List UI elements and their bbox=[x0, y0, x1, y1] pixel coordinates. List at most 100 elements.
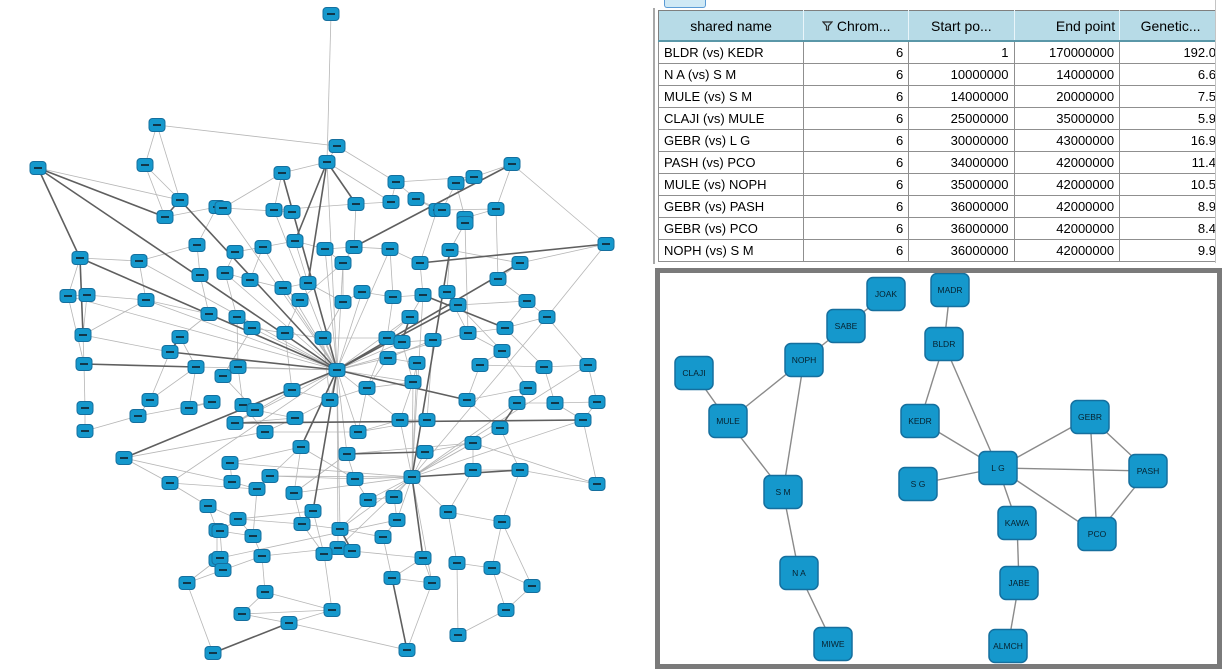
column-header-genetic-[interactable]: Genetic... bbox=[1119, 10, 1222, 42]
subnetwork-edge[interactable] bbox=[782, 359, 805, 493]
table-row[interactable]: GEBR (vs) PCO 6 36000000 42000000 8.4 bbox=[657, 217, 1222, 240]
network-node[interactable] bbox=[75, 357, 93, 371]
subnetwork-edge[interactable] bbox=[997, 467, 1149, 472]
table-cell[interactable]: PASH (vs) PCO bbox=[657, 151, 805, 174]
table-row[interactable]: NOPH (vs) S M 6 36000000 42000000 9.9 bbox=[657, 239, 1222, 262]
network-node[interactable] bbox=[449, 628, 467, 642]
network-node[interactable] bbox=[519, 381, 537, 395]
network-node[interactable] bbox=[214, 201, 232, 215]
table-cell[interactable]: 36000000 bbox=[908, 239, 1015, 262]
table-cell[interactable]: 43000000 bbox=[1013, 129, 1121, 152]
network-node[interactable] bbox=[458, 393, 476, 407]
network-node[interactable] bbox=[323, 603, 341, 617]
table-cell[interactable]: 6 bbox=[803, 85, 910, 108]
network-node[interactable] bbox=[130, 254, 148, 268]
network-node[interactable] bbox=[588, 395, 606, 409]
table-row[interactable]: BLDR (vs) KEDR 6 1 170000000 192.0 bbox=[657, 40, 1222, 64]
network-node[interactable] bbox=[137, 293, 155, 307]
network-node[interactable] bbox=[535, 360, 553, 374]
network-node[interactable] bbox=[299, 276, 317, 290]
network-node[interactable] bbox=[398, 643, 416, 657]
network-node[interactable] bbox=[346, 472, 364, 486]
network-node[interactable] bbox=[246, 403, 264, 417]
table-cell[interactable]: 6.6 bbox=[1119, 63, 1222, 86]
network-node[interactable] bbox=[229, 360, 247, 374]
table-cell[interactable]: 6 bbox=[803, 195, 910, 218]
network-node[interactable] bbox=[418, 413, 436, 427]
network-node[interactable] bbox=[216, 266, 234, 280]
table-cell[interactable]: MULE (vs) NOPH bbox=[657, 173, 805, 196]
network-node[interactable] bbox=[496, 321, 514, 335]
network-node[interactable] bbox=[291, 293, 309, 307]
subnetwork-node-l-g[interactable]: L G bbox=[978, 450, 1018, 486]
table-cell[interactable]: 14000000 bbox=[908, 85, 1015, 108]
network-node[interactable] bbox=[211, 551, 229, 565]
network-node[interactable] bbox=[199, 499, 217, 513]
network-node[interactable] bbox=[274, 281, 292, 295]
table-row[interactable]: MULE (vs) NOPH 6 35000000 42000000 10.5 bbox=[657, 173, 1222, 196]
network-node[interactable] bbox=[331, 522, 349, 536]
network-node[interactable] bbox=[438, 285, 456, 299]
network-node[interactable] bbox=[382, 195, 400, 209]
network-node[interactable] bbox=[518, 294, 536, 308]
network-node[interactable] bbox=[256, 425, 274, 439]
network-node[interactable] bbox=[253, 549, 271, 563]
network-node[interactable] bbox=[214, 369, 232, 383]
table-cell[interactable]: 6 bbox=[803, 107, 910, 130]
network-node[interactable] bbox=[314, 331, 332, 345]
network-node[interactable] bbox=[265, 203, 283, 217]
table-cell[interactable]: 36000000 bbox=[908, 217, 1015, 240]
network-node[interactable] bbox=[408, 356, 426, 370]
subnetwork-node-noph[interactable]: NOPH bbox=[784, 342, 824, 378]
table-cell[interactable]: 170000000 bbox=[1013, 40, 1121, 64]
table-cell[interactable]: 11.4 bbox=[1119, 151, 1222, 174]
subnetwork-node-gebr[interactable]: GEBR bbox=[1070, 399, 1110, 435]
table-cell[interactable]: NOPH (vs) S M bbox=[657, 239, 805, 262]
network-node[interactable] bbox=[76, 424, 94, 438]
network-node[interactable] bbox=[345, 240, 363, 254]
network-node[interactable] bbox=[385, 490, 403, 504]
subnetwork-node-bldr[interactable]: BLDR bbox=[924, 326, 964, 362]
network-node[interactable] bbox=[248, 482, 266, 496]
table-row[interactable]: GEBR (vs) L G 6 30000000 43000000 16.9 bbox=[657, 129, 1222, 152]
subnetwork-canvas[interactable]: JOAK MADR SABE BLDR NOPH CLAJI MULE KEDR GEBR L G… bbox=[660, 273, 1217, 664]
network-node[interactable] bbox=[489, 272, 507, 286]
network-node[interactable] bbox=[261, 469, 279, 483]
network-node[interactable] bbox=[71, 251, 89, 265]
network-node[interactable] bbox=[456, 216, 474, 230]
table-cell[interactable]: 10000000 bbox=[908, 63, 1015, 86]
network-node[interactable] bbox=[349, 425, 367, 439]
subnetwork-node-s-m[interactable]: S M bbox=[763, 474, 803, 510]
table-cell[interactable]: 36000000 bbox=[908, 195, 1015, 218]
subnetwork-edge[interactable] bbox=[1089, 416, 1098, 535]
network-node[interactable] bbox=[283, 383, 301, 397]
network-node[interactable] bbox=[304, 504, 322, 518]
table-cell[interactable]: 1 bbox=[908, 40, 1015, 64]
table-row[interactable]: N A (vs) S M 6 10000000 14000000 6.6 bbox=[657, 63, 1222, 86]
network-node[interactable] bbox=[407, 192, 425, 206]
overview-network-canvas[interactable] bbox=[0, 0, 655, 669]
network-node[interactable] bbox=[441, 243, 459, 257]
network-node[interactable] bbox=[129, 409, 147, 423]
network-node[interactable] bbox=[388, 513, 406, 527]
network-node[interactable] bbox=[180, 401, 198, 415]
network-node[interactable] bbox=[226, 416, 244, 430]
table-cell[interactable]: 35000000 bbox=[908, 173, 1015, 196]
table-row[interactable]: GEBR (vs) PASH 6 36000000 42000000 8.9 bbox=[657, 195, 1222, 218]
network-node[interactable] bbox=[423, 576, 441, 590]
table-cell[interactable]: 8.9 bbox=[1119, 195, 1222, 218]
network-node[interactable] bbox=[383, 571, 401, 585]
network-node[interactable] bbox=[538, 310, 556, 324]
table-cell[interactable]: 25000000 bbox=[908, 107, 1015, 130]
network-node[interactable] bbox=[29, 161, 47, 175]
network-node[interactable] bbox=[156, 210, 174, 224]
network-node[interactable] bbox=[328, 139, 346, 153]
table-cell[interactable]: BLDR (vs) KEDR bbox=[657, 40, 805, 64]
network-node[interactable] bbox=[546, 396, 564, 410]
network-node[interactable] bbox=[318, 155, 336, 169]
network-node[interactable] bbox=[353, 285, 371, 299]
subnetwork-node-pco[interactable]: PCO bbox=[1077, 516, 1117, 552]
table-cell[interactable]: 6 bbox=[803, 151, 910, 174]
network-node[interactable] bbox=[256, 585, 274, 599]
network-node[interactable] bbox=[204, 646, 222, 660]
